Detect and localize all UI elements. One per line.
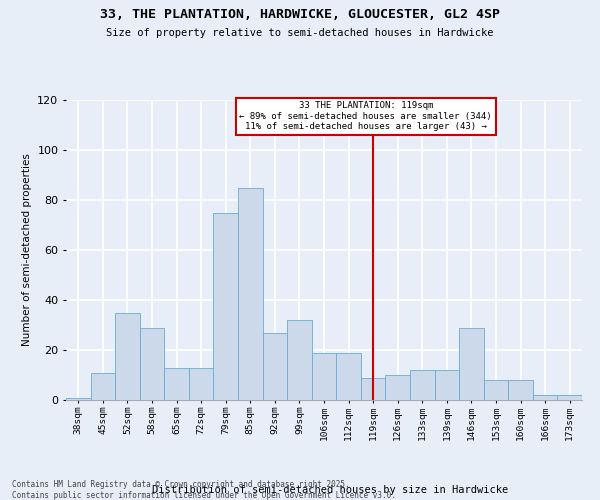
Bar [410,370,434,400]
Text: 33, THE PLANTATION, HARDWICKE, GLOUCESTER, GL2 4SP: 33, THE PLANTATION, HARDWICKE, GLOUCESTE… [100,8,500,20]
Y-axis label: Number of semi-detached properties: Number of semi-detached properties [22,154,32,346]
Text: 33 THE PLANTATION: 119sqm
← 89% of semi-detached houses are smaller (344)
11% of: 33 THE PLANTATION: 119sqm ← 89% of semi-… [239,102,492,132]
Bar [361,378,385,400]
Bar [115,312,140,400]
Bar [238,188,263,400]
Bar [164,368,189,400]
Bar [557,395,582,400]
Bar [336,352,361,400]
Text: Distribution of semi-detached houses by size in Hardwicke: Distribution of semi-detached houses by … [152,485,508,495]
Bar [459,328,484,400]
Text: Contains HM Land Registry data © Crown copyright and database right 2025.
Contai: Contains HM Land Registry data © Crown c… [12,480,396,500]
Text: Size of property relative to semi-detached houses in Hardwicke: Size of property relative to semi-detach… [106,28,494,38]
Bar [263,332,287,400]
Bar [66,398,91,400]
Bar [508,380,533,400]
Bar [91,372,115,400]
Bar [434,370,459,400]
Bar [140,328,164,400]
Bar [484,380,508,400]
Bar [214,212,238,400]
Bar [533,395,557,400]
Bar [312,352,336,400]
Bar [385,375,410,400]
Bar [287,320,312,400]
Bar [189,368,214,400]
